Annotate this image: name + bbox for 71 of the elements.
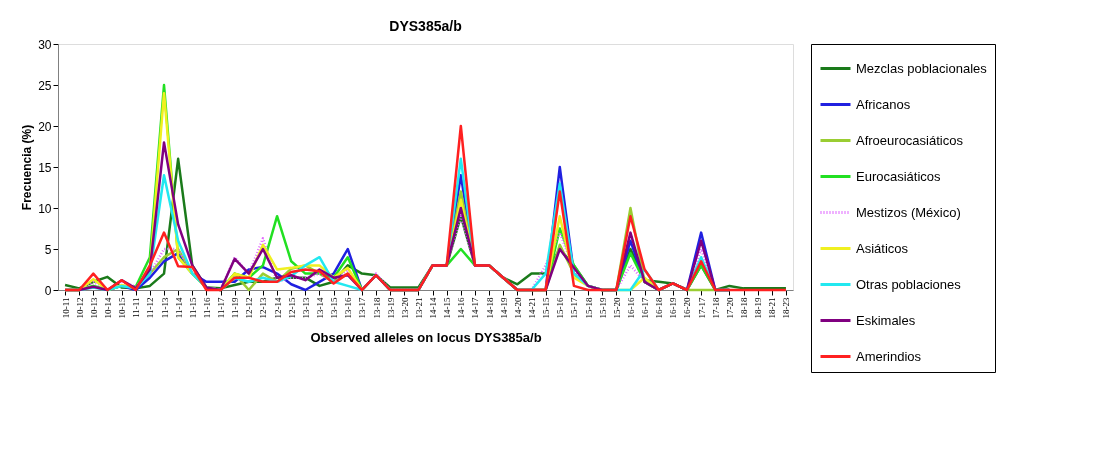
x-tick-label: 13-19 [385, 297, 396, 319]
x-tick-label: 11-13 [159, 297, 170, 319]
legend-label: Mestizos (México) [856, 204, 961, 220]
y-tick-label: 30 [38, 37, 52, 52]
legend-label: Otras poblaciones [856, 276, 962, 292]
x-tick-label: 14-19 [498, 297, 509, 319]
x-tick-label: 10-14 [102, 297, 113, 319]
x-tick-label: 13-20 [399, 297, 410, 319]
x-tick-label: 14-18 [484, 297, 495, 319]
x-tick-label: 18-19 [753, 297, 764, 319]
x-tick-label: 15-15 [541, 297, 552, 319]
legend-label: Eurocasiáticos [856, 168, 942, 184]
x-tick-label: 13-14 [314, 297, 325, 319]
x-tick-label: 12-14 [272, 297, 283, 319]
x-tick-label: 16-19 [668, 297, 679, 319]
y-tick-label: 10 [38, 201, 52, 216]
y-axis-title: Frecuencia (%) [20, 124, 35, 211]
x-tick-label: 16-16 [625, 297, 636, 319]
x-tick-label: 13-21 [413, 297, 424, 319]
x-tick-label: 10-12 [74, 297, 85, 319]
x-axis-title: Observed alleles on locus DYS385a/b [310, 330, 542, 346]
x-tick-label: 13-13 [300, 297, 311, 319]
x-tick-label: 12-15 [286, 297, 297, 319]
y-tick-label: 15 [38, 160, 52, 175]
x-tick-label: 17-20 [724, 297, 735, 319]
x-tick-label: 11-17 [216, 297, 227, 319]
y-tick-label: 0 [44, 283, 52, 298]
x-tick-label: 12-12 [244, 297, 255, 319]
legend-label: Asiáticos [856, 240, 909, 256]
x-tick-label: 15-20 [611, 297, 622, 319]
legend-label: Afroeurocasiáticos [856, 132, 964, 148]
x-tick-label: 15-18 [583, 297, 594, 319]
x-tick-label: 13-17 [357, 297, 368, 319]
y-tick-label: 25 [38, 78, 52, 93]
x-tick-label: 14-17 [470, 297, 481, 319]
x-tick-label: 13-15 [329, 297, 340, 319]
x-tick-label: 11-12 [145, 297, 156, 319]
x-tick-label: 14-16 [456, 297, 467, 319]
x-tick-label: 15-19 [597, 297, 608, 319]
legend-label: Amerindios [856, 348, 922, 364]
legend-label: Africanos [856, 96, 911, 112]
x-tick-label: 11-19 [230, 297, 241, 319]
x-tick-label: 16-18 [654, 297, 665, 319]
x-tick-label: 13-16 [343, 297, 354, 319]
y-tick-label: 5 [44, 242, 52, 257]
x-tick-label: 18-23 [781, 297, 792, 319]
x-tick-label: 11-16 [201, 297, 212, 319]
x-tick-label: 14-20 [512, 297, 523, 319]
x-tick-label: 11-14 [173, 297, 184, 319]
x-tick-label: 11-11 [131, 297, 142, 318]
x-tick-label: 15-17 [569, 297, 580, 319]
x-tick-label: 13-18 [371, 297, 382, 319]
x-tick-label: 16-20 [682, 297, 693, 319]
x-tick-label: 10-11 [60, 297, 71, 319]
y-tick-label: 20 [38, 119, 52, 134]
x-tick-label: 14-15 [442, 297, 453, 319]
chart-title: DYS385a/b [389, 18, 462, 34]
x-tick-label: 18-18 [739, 297, 750, 319]
x-tick-label: 15-16 [555, 297, 566, 319]
legend-label: Eskimales [856, 312, 916, 328]
x-tick-label: 11-15 [187, 297, 198, 319]
x-tick-label: 10-13 [88, 297, 99, 319]
x-tick-label: 10-15 [117, 297, 128, 319]
x-tick-label: 12-13 [258, 297, 269, 319]
x-tick-label: 14-14 [428, 297, 439, 319]
x-tick-label: 17-17 [696, 297, 707, 319]
x-tick-label: 17-18 [710, 297, 721, 319]
x-tick-label: 16-17 [640, 297, 651, 319]
legend-label: Mezclas poblacionales [856, 60, 988, 76]
x-tick-label: 18-21 [767, 297, 778, 319]
x-tick-label: 14-21 [527, 297, 538, 319]
